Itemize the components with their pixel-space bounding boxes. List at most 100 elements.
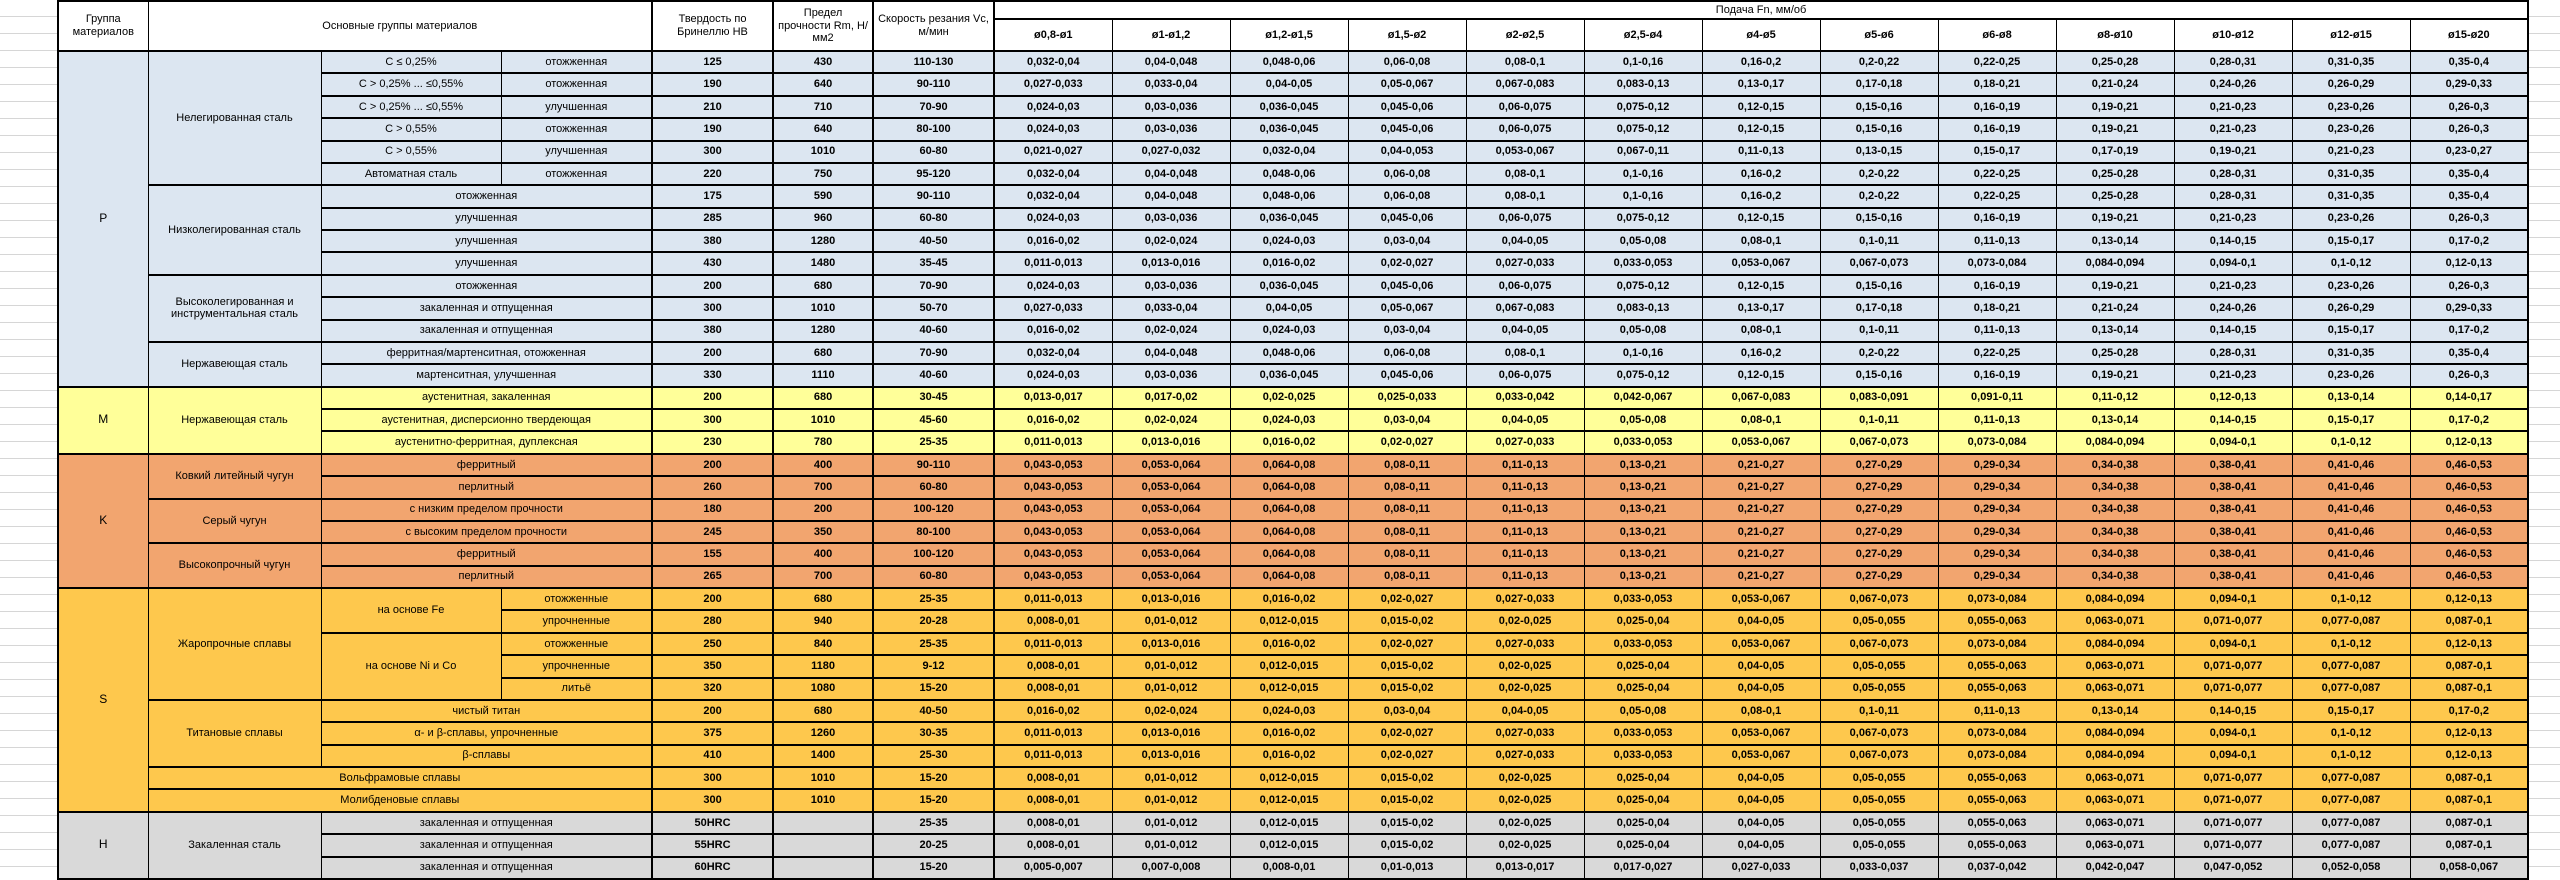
- feed-cell[interactable]: 0,34-0,38: [2055, 497, 2175, 522]
- hardness-hb-cell[interactable]: 350: [651, 654, 774, 679]
- feed-cell[interactable]: 0,05-0,08: [1583, 698, 1703, 724]
- material-condition-cell[interactable]: отожженные: [500, 586, 653, 612]
- hardness-hb-cell[interactable]: 320: [651, 676, 774, 701]
- feed-cell[interactable]: 0,01-0,012: [1111, 810, 1231, 836]
- feed-cell[interactable]: 0,12-0,13: [2409, 721, 2529, 746]
- feed-cell[interactable]: 0,26-0,3: [2409, 117, 2529, 142]
- feed-cell[interactable]: 0,016-0,02: [993, 228, 1113, 254]
- feed-cell[interactable]: 0,31-0,35: [2291, 161, 2411, 187]
- material-condition-cell[interactable]: ферритный: [320, 452, 653, 478]
- cutting-speed-cell[interactable]: 60-80: [872, 475, 995, 500]
- feed-cell[interactable]: 0,17-0,2: [2409, 407, 2529, 433]
- hardness-hb-cell[interactable]: 300: [651, 139, 774, 164]
- feed-cell[interactable]: 0,05-0,067: [1347, 296, 1467, 321]
- header-feed-col[interactable]: ø10-ø12: [2173, 18, 2293, 52]
- feed-cell[interactable]: 0,016-0,02: [1229, 586, 1349, 612]
- group-letter-cell[interactable]: K: [57, 452, 149, 590]
- feed-cell[interactable]: 0,02-0,025: [1465, 765, 1585, 791]
- strength-rm-cell[interactable]: [772, 833, 874, 858]
- feed-cell[interactable]: 0,34-0,38: [2055, 452, 2175, 478]
- feed-cell[interactable]: 0,22-0,25: [1937, 184, 2057, 209]
- feed-cell[interactable]: 0,027-0,033: [1465, 586, 1585, 612]
- strength-rm-cell[interactable]: 940: [772, 609, 874, 634]
- feed-cell[interactable]: 0,024-0,03: [993, 363, 1113, 388]
- feed-cell[interactable]: 0,24-0,26: [2173, 72, 2293, 97]
- feed-cell[interactable]: 0,25-0,28: [2055, 161, 2175, 187]
- feed-cell[interactable]: 0,045-0,06: [1347, 94, 1467, 120]
- feed-cell[interactable]: 0,045-0,06: [1347, 206, 1467, 232]
- material-condition-cell[interactable]: упрочненные: [500, 654, 653, 679]
- feed-cell[interactable]: 0,087-0,1: [2409, 654, 2529, 679]
- cutting-speed-cell[interactable]: 40-50: [872, 228, 995, 254]
- feed-cell[interactable]: 0,05-0,067: [1347, 72, 1467, 97]
- header-vc-col[interactable]: Скорость резания Vc, м/мин: [872, 0, 995, 52]
- hardness-hb-cell[interactable]: 220: [651, 161, 774, 187]
- feed-cell[interactable]: 0,03-0,036: [1111, 206, 1231, 232]
- hardness-hb-cell[interactable]: 125: [651, 49, 774, 75]
- feed-cell[interactable]: 0,048-0,06: [1229, 184, 1349, 209]
- cutting-speed-cell[interactable]: 35-45: [872, 251, 995, 276]
- hardness-hb-cell[interactable]: 265: [651, 564, 774, 590]
- cutting-speed-cell[interactable]: 100-120: [872, 542, 995, 567]
- feed-cell[interactable]: 0,04-0,048: [1111, 161, 1231, 187]
- feed-cell[interactable]: 0,28-0,31: [2173, 49, 2293, 75]
- feed-cell[interactable]: 0,06-0,075: [1465, 273, 1585, 299]
- feed-cell[interactable]: 0,036-0,045: [1229, 117, 1349, 142]
- strength-rm-cell[interactable]: 680: [772, 273, 874, 299]
- feed-cell[interactable]: 0,06-0,075: [1465, 94, 1585, 120]
- feed-cell[interactable]: 0,094-0,1: [2173, 743, 2293, 769]
- strength-rm-cell[interactable]: 960: [772, 206, 874, 232]
- feed-cell[interactable]: 0,024-0,03: [993, 273, 1113, 299]
- feed-cell[interactable]: 0,043-0,053: [993, 564, 1113, 590]
- feed-cell[interactable]: 0,21-0,23: [2173, 117, 2293, 142]
- cutting-speed-cell[interactable]: 25-35: [872, 631, 995, 657]
- strength-rm-cell[interactable]: 1010: [772, 139, 874, 164]
- hardness-hb-cell[interactable]: 285: [651, 206, 774, 232]
- feed-cell[interactable]: 0,15-0,17: [2291, 228, 2411, 254]
- feed-cell[interactable]: 0,11-0,13: [1701, 139, 1821, 164]
- feed-cell[interactable]: 0,02-0,024: [1111, 698, 1231, 724]
- material-name-cell[interactable]: Нержавеющая сталь: [147, 385, 322, 455]
- feed-cell[interactable]: 0,15-0,16: [1819, 117, 1939, 142]
- feed-cell[interactable]: 0,064-0,08: [1229, 542, 1349, 567]
- feed-cell[interactable]: 0,2-0,22: [1819, 184, 1939, 209]
- feed-cell[interactable]: 0,071-0,077: [2173, 833, 2293, 858]
- header-group-col[interactable]: Группа материалов: [57, 0, 149, 52]
- cutting-speed-cell[interactable]: 25-35: [872, 586, 995, 612]
- feed-cell[interactable]: 0,21-0,27: [1701, 542, 1821, 567]
- feed-cell[interactable]: 0,19-0,21: [2173, 139, 2293, 164]
- feed-cell[interactable]: 0,14-0,15: [2173, 228, 2293, 254]
- feed-cell[interactable]: 0,04-0,05: [1701, 676, 1821, 701]
- feed-cell[interactable]: 0,016-0,02: [1229, 430, 1349, 455]
- feed-cell[interactable]: 0,08-0,1: [1465, 184, 1585, 209]
- hardness-hb-cell[interactable]: 260: [651, 475, 774, 500]
- feed-cell[interactable]: 0,012-0,015: [1229, 833, 1349, 858]
- feed-cell[interactable]: 0,15-0,16: [1819, 94, 1939, 120]
- feed-cell[interactable]: 0,083-0,091: [1819, 385, 1939, 411]
- hardness-hb-cell[interactable]: 300: [651, 296, 774, 321]
- material-name-cell[interactable]: Титановые сплавы: [147, 698, 322, 769]
- feed-cell[interactable]: 0,03-0,04: [1347, 228, 1467, 254]
- feed-cell[interactable]: 0,26-0,3: [2409, 94, 2529, 120]
- feed-cell[interactable]: 0,008-0,01: [993, 609, 1113, 634]
- feed-cell[interactable]: 0,1-0,12: [2291, 743, 2411, 769]
- feed-cell[interactable]: 0,13-0,21: [1583, 542, 1703, 567]
- feed-cell[interactable]: 0,1-0,11: [1819, 318, 1939, 343]
- feed-cell[interactable]: 0,31-0,35: [2291, 49, 2411, 75]
- feed-cell[interactable]: 0,41-0,46: [2291, 564, 2411, 590]
- strength-rm-cell[interactable]: 1010: [772, 788, 874, 813]
- cutting-speed-cell[interactable]: 100-120: [872, 497, 995, 522]
- material-condition-cell[interactable]: отожженная: [500, 117, 653, 142]
- feed-cell[interactable]: 0,011-0,013: [993, 631, 1113, 657]
- feed-cell[interactable]: 0,08-0,11: [1347, 542, 1467, 567]
- hardness-hb-cell[interactable]: 330: [651, 363, 774, 388]
- strength-rm-cell[interactable]: 400: [772, 542, 874, 567]
- feed-cell[interactable]: 0,053-0,064: [1111, 519, 1231, 545]
- strength-rm-cell[interactable]: 1080: [772, 676, 874, 701]
- hardness-hb-cell[interactable]: 430: [651, 251, 774, 276]
- feed-cell[interactable]: 0,26-0,3: [2409, 363, 2529, 388]
- feed-cell[interactable]: 0,41-0,46: [2291, 542, 2411, 567]
- feed-cell[interactable]: 0,29-0,33: [2409, 296, 2529, 321]
- strength-rm-cell[interactable]: 840: [772, 631, 874, 657]
- feed-cell[interactable]: 0,016-0,02: [1229, 251, 1349, 276]
